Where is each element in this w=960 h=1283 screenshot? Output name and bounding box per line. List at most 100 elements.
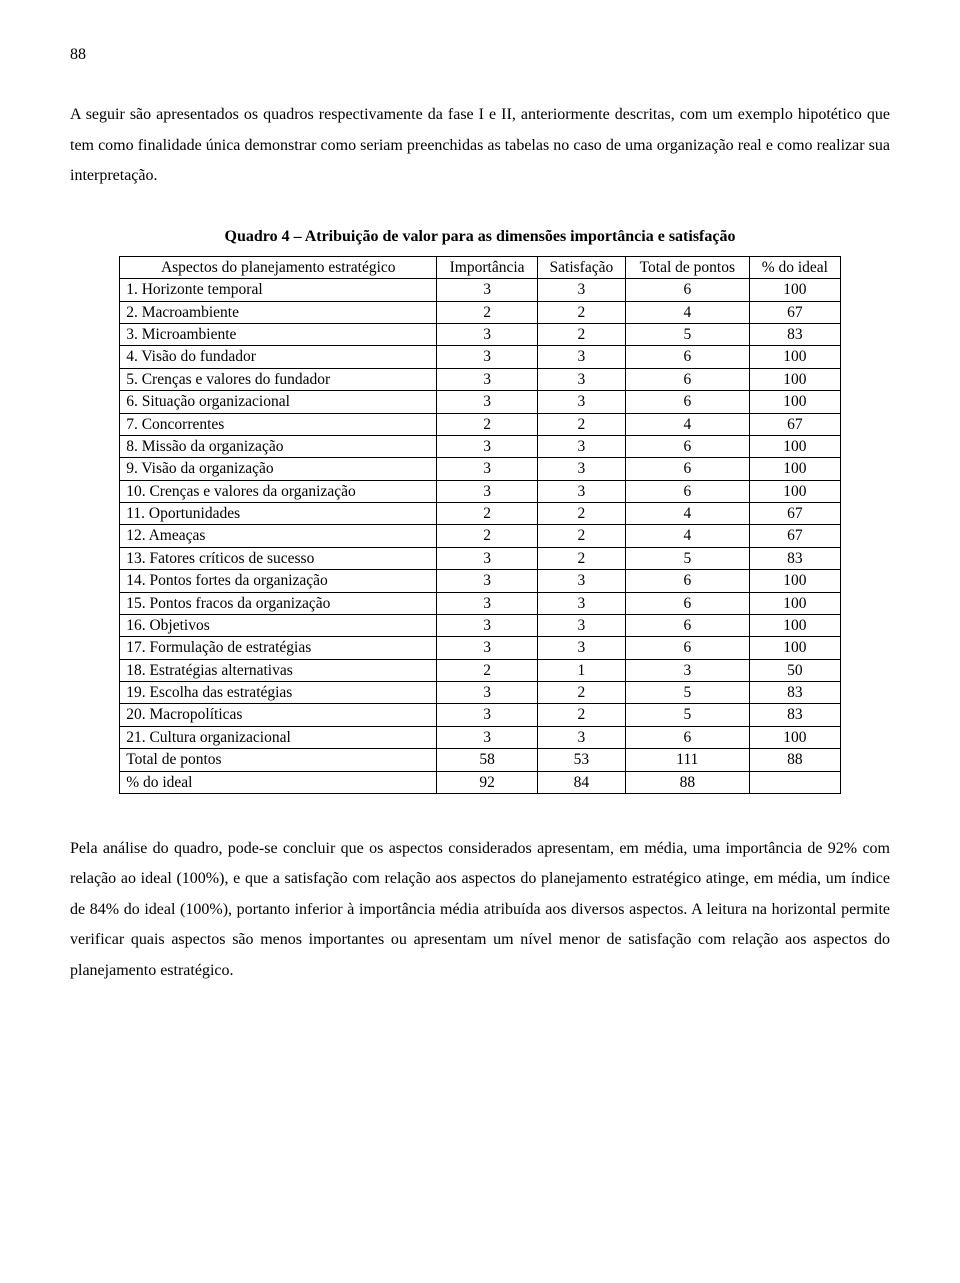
cell-sat: 3 bbox=[537, 391, 625, 413]
cell-label: 7. Concorrentes bbox=[120, 413, 437, 435]
cell-tot: 111 bbox=[625, 749, 749, 771]
cell-label: 1. Horizonte temporal bbox=[120, 279, 437, 301]
cell-pct: 100 bbox=[749, 592, 840, 614]
cell-sat: 2 bbox=[537, 413, 625, 435]
cell-sat: 3 bbox=[537, 480, 625, 502]
cell-tot: 6 bbox=[625, 435, 749, 457]
table-row: 18. Estratégias alternativas21350 bbox=[120, 659, 841, 681]
cell-tot: 5 bbox=[625, 324, 749, 346]
cell-label: 8. Missão da organização bbox=[120, 435, 437, 457]
cell-label: 20. Macropolíticas bbox=[120, 704, 437, 726]
cell-imp: 3 bbox=[437, 458, 538, 480]
col-aspect: Aspectos do planejamento estratégico bbox=[120, 256, 437, 278]
cell-imp: 2 bbox=[437, 503, 538, 525]
cell-label: 12. Ameaças bbox=[120, 525, 437, 547]
cell-label: 3. Microambiente bbox=[120, 324, 437, 346]
cell-pct bbox=[749, 771, 840, 793]
cell-pct: 100 bbox=[749, 435, 840, 457]
cell-tot: 6 bbox=[625, 637, 749, 659]
table-footer-row: % do ideal928488 bbox=[120, 771, 841, 793]
cell-imp: 3 bbox=[437, 592, 538, 614]
cell-imp: 2 bbox=[437, 525, 538, 547]
cell-imp: 3 bbox=[437, 704, 538, 726]
cell-pct: 100 bbox=[749, 570, 840, 592]
cell-imp: 3 bbox=[437, 726, 538, 748]
cell-imp: 2 bbox=[437, 301, 538, 323]
page-number: 88 bbox=[70, 40, 890, 70]
table-row: 3. Microambiente32583 bbox=[120, 324, 841, 346]
cell-label: 16. Objetivos bbox=[120, 614, 437, 636]
cell-pct: 83 bbox=[749, 547, 840, 569]
cell-pct: 50 bbox=[749, 659, 840, 681]
cell-imp: 2 bbox=[437, 413, 538, 435]
cell-sat: 2 bbox=[537, 525, 625, 547]
cell-sat: 3 bbox=[537, 279, 625, 301]
cell-imp: 3 bbox=[437, 682, 538, 704]
cell-tot: 4 bbox=[625, 525, 749, 547]
cell-tot: 6 bbox=[625, 391, 749, 413]
cell-sat: 2 bbox=[537, 503, 625, 525]
table-row: 5. Crenças e valores do fundador336100 bbox=[120, 368, 841, 390]
cell-imp: 3 bbox=[437, 391, 538, 413]
cell-tot: 6 bbox=[625, 592, 749, 614]
cell-label: 19. Escolha das estratégias bbox=[120, 682, 437, 704]
cell-tot: 5 bbox=[625, 547, 749, 569]
cell-label: 21. Cultura organizacional bbox=[120, 726, 437, 748]
table-row: 20. Macropolíticas32583 bbox=[120, 704, 841, 726]
cell-imp: 2 bbox=[437, 659, 538, 681]
cell-label: 15. Pontos fracos da organização bbox=[120, 592, 437, 614]
cell-imp: 3 bbox=[437, 614, 538, 636]
cell-tot: 6 bbox=[625, 458, 749, 480]
cell-label: 18. Estratégias alternativas bbox=[120, 659, 437, 681]
cell-pct: 83 bbox=[749, 682, 840, 704]
table-footer-row: Total de pontos585311188 bbox=[120, 749, 841, 771]
table-row: 1. Horizonte temporal336100 bbox=[120, 279, 841, 301]
cell-pct: 88 bbox=[749, 749, 840, 771]
cell-sat: 2 bbox=[537, 324, 625, 346]
table-row: 17. Formulação de estratégias336100 bbox=[120, 637, 841, 659]
data-table: Aspectos do planejamento estratégico Imp… bbox=[119, 256, 841, 794]
cell-tot: 4 bbox=[625, 503, 749, 525]
cell-imp: 92 bbox=[437, 771, 538, 793]
cell-tot: 88 bbox=[625, 771, 749, 793]
cell-tot: 6 bbox=[625, 279, 749, 301]
cell-tot: 4 bbox=[625, 301, 749, 323]
col-satisfacao: Satisfação bbox=[537, 256, 625, 278]
cell-imp: 58 bbox=[437, 749, 538, 771]
cell-sat: 3 bbox=[537, 458, 625, 480]
cell-sat: 3 bbox=[537, 435, 625, 457]
cell-pct: 100 bbox=[749, 346, 840, 368]
cell-tot: 6 bbox=[625, 346, 749, 368]
table-title: Quadro 4 – Atribuição de valor para as d… bbox=[70, 222, 890, 252]
cell-pct: 100 bbox=[749, 368, 840, 390]
table-header-row: Aspectos do planejamento estratégico Imp… bbox=[120, 256, 841, 278]
cell-sat: 2 bbox=[537, 301, 625, 323]
cell-label: 2. Macroambiente bbox=[120, 301, 437, 323]
cell-tot: 6 bbox=[625, 570, 749, 592]
cell-sat: 3 bbox=[537, 368, 625, 390]
cell-tot: 6 bbox=[625, 726, 749, 748]
cell-label: 10. Crenças e valores da organização bbox=[120, 480, 437, 502]
intro-paragraph: A seguir são apresentados os quadros res… bbox=[70, 100, 890, 191]
cell-sat: 2 bbox=[537, 682, 625, 704]
cell-tot: 4 bbox=[625, 413, 749, 435]
cell-sat: 2 bbox=[537, 704, 625, 726]
cell-label: Total de pontos bbox=[120, 749, 437, 771]
cell-pct: 100 bbox=[749, 480, 840, 502]
cell-sat: 84 bbox=[537, 771, 625, 793]
table-row: 11. Oportunidades22467 bbox=[120, 503, 841, 525]
cell-sat: 3 bbox=[537, 726, 625, 748]
cell-tot: 5 bbox=[625, 682, 749, 704]
table-row: 2. Macroambiente22467 bbox=[120, 301, 841, 323]
cell-imp: 3 bbox=[437, 368, 538, 390]
table-row: 21. Cultura organizacional336100 bbox=[120, 726, 841, 748]
cell-label: 17. Formulação de estratégias bbox=[120, 637, 437, 659]
cell-tot: 6 bbox=[625, 368, 749, 390]
cell-sat: 53 bbox=[537, 749, 625, 771]
table-row: 8. Missão da organização336100 bbox=[120, 435, 841, 457]
cell-pct: 83 bbox=[749, 324, 840, 346]
cell-label: 11. Oportunidades bbox=[120, 503, 437, 525]
cell-imp: 3 bbox=[437, 480, 538, 502]
cell-sat: 2 bbox=[537, 547, 625, 569]
cell-label: 13. Fatores críticos de sucesso bbox=[120, 547, 437, 569]
